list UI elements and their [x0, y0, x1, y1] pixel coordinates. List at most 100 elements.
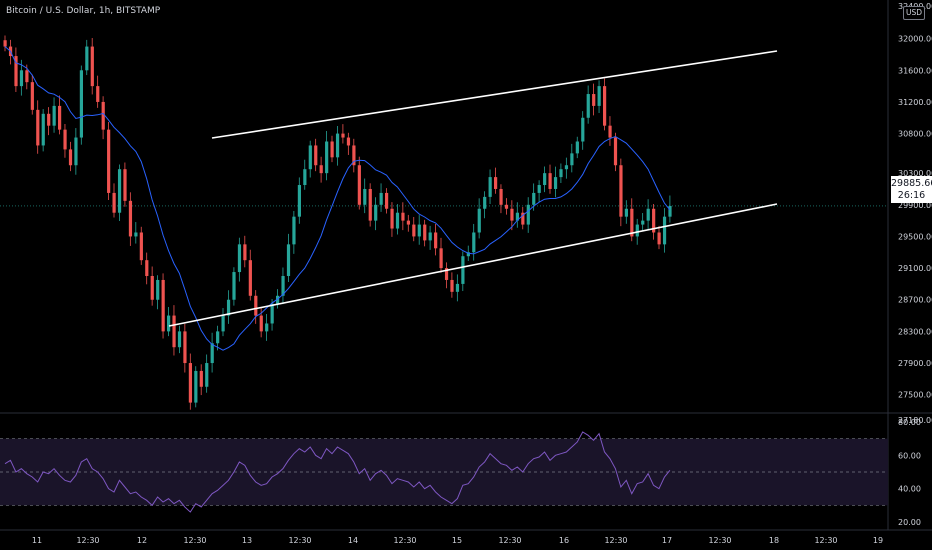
time-tick-label: 12:30 [604, 536, 627, 545]
candle [521, 212, 525, 225]
time-tick-label: 12:30 [183, 536, 206, 545]
candle [117, 169, 122, 213]
price-tick-label: 29900.00 [898, 201, 932, 210]
time-tick-label: 17 [662, 536, 672, 545]
candle [619, 165, 623, 217]
candle [183, 331, 187, 364]
candle [36, 109, 40, 146]
time-tick-label: 18 [769, 536, 779, 545]
candle [635, 224, 639, 237]
candle [90, 46, 94, 87]
candle [608, 125, 612, 138]
candle [107, 129, 111, 193]
candle [281, 276, 285, 296]
candle [477, 208, 481, 233]
candle [128, 200, 133, 237]
candle [199, 370, 203, 387]
candle [630, 208, 634, 237]
candle [19, 70, 24, 87]
candle [123, 169, 127, 201]
candle [472, 232, 476, 253]
time-tick-label: 12:30 [814, 536, 837, 545]
candle [150, 276, 154, 300]
candle [265, 323, 269, 332]
candle [412, 224, 416, 237]
candle [243, 244, 247, 261]
candle [597, 86, 601, 106]
candle [14, 56, 18, 87]
time-tick-label: 19 [873, 536, 883, 545]
time-tick-label: 13 [242, 536, 252, 545]
currency-badge[interactable]: USD [903, 6, 925, 20]
candle [494, 177, 498, 189]
candle [652, 208, 656, 233]
time-tick-label: 12 [137, 536, 147, 545]
candle [188, 363, 192, 403]
candle [401, 212, 405, 221]
channel-upper-line[interactable] [211, 50, 778, 139]
candle [543, 173, 547, 186]
candle [586, 94, 590, 118]
candle [341, 133, 345, 138]
candle [270, 303, 274, 324]
candle [668, 205, 672, 217]
candle [657, 232, 661, 245]
candle [455, 283, 460, 292]
candle [548, 173, 552, 189]
last-price-value: 29885.66 [891, 178, 932, 189]
rsi-tick-label: 40.00 [898, 485, 921, 494]
candle [3, 40, 7, 47]
candle [379, 192, 383, 205]
candle [532, 192, 536, 205]
candle [592, 94, 596, 106]
candle [662, 216, 667, 245]
candle [439, 248, 443, 269]
candle [390, 208, 394, 229]
symbol-title: Bitcoin / U.S. Dollar, 1h, BITSTAMP [6, 6, 161, 16]
candle [276, 295, 280, 304]
candle [510, 208, 514, 221]
candle [259, 315, 263, 332]
candle [624, 208, 628, 217]
candle [96, 86, 100, 102]
candle [112, 192, 116, 213]
time-tick-label: 11 [32, 536, 42, 545]
countdown-timer: 26:16 [897, 190, 926, 201]
candle [646, 208, 650, 221]
candle [346, 137, 351, 146]
price-tick-label: 27500.00 [898, 391, 932, 400]
candle [167, 315, 171, 332]
candle [461, 256, 465, 284]
candle [210, 343, 214, 364]
candle [581, 117, 585, 142]
candle [161, 279, 165, 332]
time-tick-label: 15 [452, 536, 462, 545]
price-tick-label: 32000.00 [898, 35, 932, 44]
candle [292, 216, 296, 245]
channel-lower-line[interactable] [168, 203, 778, 327]
price-tick-label: 29100.00 [898, 264, 932, 273]
price-tick-label: 29500.00 [898, 232, 932, 241]
candle [286, 244, 291, 277]
last-price-tag: 29885.66 26:16 [891, 176, 932, 203]
time-tick-label: 16 [559, 536, 569, 545]
rsi-tick-label: 60.00 [898, 451, 921, 460]
candle [428, 232, 432, 241]
candle [417, 224, 421, 237]
candle [483, 196, 487, 209]
price-tick-label: 31600.00 [898, 66, 932, 75]
candle [63, 129, 67, 150]
candle [385, 192, 389, 209]
candle [205, 363, 209, 387]
candle [221, 315, 225, 332]
candle [374, 204, 378, 221]
candle [232, 272, 236, 300]
time-tick-label: 12:30 [76, 536, 99, 545]
candle [564, 165, 569, 170]
candle [537, 185, 541, 193]
candle [308, 145, 312, 170]
candle [641, 220, 645, 225]
time-tick-label: 12:30 [498, 536, 521, 545]
candle [58, 105, 62, 130]
